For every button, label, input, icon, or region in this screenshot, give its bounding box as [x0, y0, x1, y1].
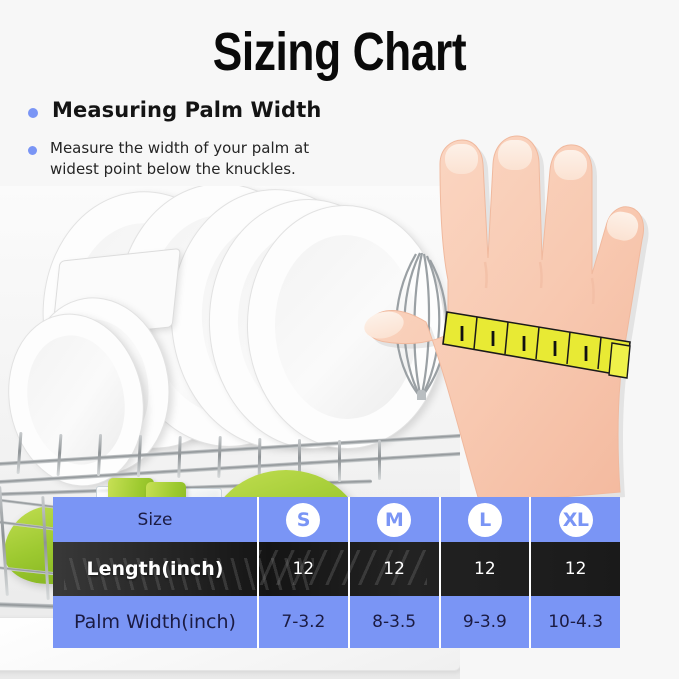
size-badge-s-text: S [296, 508, 311, 531]
table-row-header: Size S M L XL [53, 497, 620, 542]
table-cell-size-m: M [347, 497, 439, 542]
table-cell-size-label: Size [53, 497, 257, 542]
palm-width-value-s: 7-3.2 [281, 612, 326, 632]
rack-wire [298, 439, 301, 481]
palm-width-label-text: Palm Width(inch) [74, 611, 236, 633]
length-label-text: Length(inch) [86, 558, 224, 580]
size-badge-m-text: M [384, 508, 404, 531]
length-value-l: 12 [474, 559, 496, 579]
size-label-text: Size [137, 509, 173, 530]
palm-width-value-xl: 10-4.3 [548, 612, 604, 632]
bullet-heading-text: Measuring Palm Width [52, 98, 322, 122]
table-cell-size-xl: XL [529, 497, 620, 542]
fingernail [606, 211, 639, 241]
table-row-length-background [53, 542, 620, 596]
table-cell-length-xl: 12 [529, 542, 620, 596]
table-cell-length-m: 12 [347, 542, 439, 596]
size-badge-l-text: L [479, 508, 491, 531]
bullet-body-text: Measure the width of your palm at widest… [50, 139, 310, 179]
size-badge-xl: XL [558, 502, 593, 537]
table-cell-length-label: Length(inch) [53, 542, 257, 596]
size-badge-l: L [467, 502, 502, 537]
palm-width-value-l: 9-3.9 [462, 612, 507, 632]
table-row-length: Length(inch) 12 12 12 12 [53, 542, 620, 596]
list-item: Measure the width of your palm at widest… [28, 138, 378, 181]
size-badge-s: S [286, 502, 321, 537]
table-row-palm-width: Palm Width(inch) 7-3.2 8-3.5 9-3.9 10-4.… [53, 596, 620, 648]
length-value-xl: 12 [564, 559, 587, 579]
rack-wire [338, 440, 341, 482]
fingernail [445, 144, 478, 174]
table-cell-palm-width-m: 8-3.5 [347, 596, 439, 648]
table-cell-palm-width-label: Palm Width(inch) [53, 596, 257, 648]
rack-wire [378, 440, 381, 480]
table-cell-length-l: 12 [438, 542, 530, 596]
fingernail [554, 150, 587, 180]
list-item: Measuring Palm Width [28, 98, 378, 122]
palm-width-value-m: 8-3.5 [372, 612, 417, 632]
bullet-dot-icon [28, 108, 38, 118]
table-cell-length-s: 12 [257, 542, 348, 596]
thumbnail [364, 311, 404, 339]
bullet-dot-icon [28, 146, 37, 155]
table-cell-palm-width-l: 9-3.9 [438, 596, 530, 648]
size-badge-xl-text: XL [562, 508, 589, 531]
measuring-tape-icon [442, 311, 631, 379]
bullet-list: Measuring Palm Width Measure the width o… [28, 98, 378, 181]
table-cell-palm-width-xl: 10-4.3 [529, 596, 620, 648]
length-value-s: 12 [292, 559, 315, 579]
table-cell-palm-width-s: 7-3.2 [257, 596, 348, 648]
table-cell-size-s: S [257, 497, 348, 542]
length-value-m: 12 [383, 559, 405, 579]
size-badge-m: M [377, 502, 412, 537]
page-title: Sizing Chart [212, 22, 467, 82]
sizing-table: Size S M L XL [53, 497, 620, 648]
hand-palm-illustration [364, 135, 649, 509]
fingernail [498, 140, 532, 170]
table-cell-size-l: L [438, 497, 530, 542]
